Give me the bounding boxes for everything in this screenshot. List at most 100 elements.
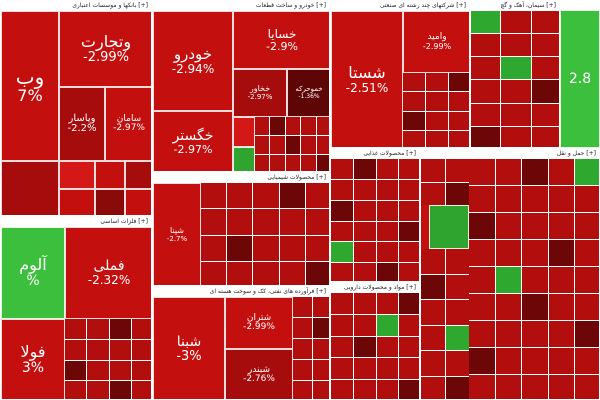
tile-shbandar[interactable]: شبندر -2.76% xyxy=(225,349,293,399)
tr-mini[interactable] xyxy=(421,182,445,205)
pharma-mini[interactable] xyxy=(399,293,419,314)
food-mini[interactable] xyxy=(353,200,376,221)
tile-foolad[interactable]: فولا 3% xyxy=(1,319,65,399)
tr-mini[interactable] xyxy=(495,294,522,320)
pharma-mini[interactable] xyxy=(399,380,419,399)
cement-mini[interactable] xyxy=(501,11,531,34)
pharma-mini[interactable] xyxy=(331,358,353,380)
pharma-mini[interactable] xyxy=(331,293,353,314)
ref-mini[interactable] xyxy=(293,318,312,338)
food-mini[interactable] xyxy=(331,179,353,200)
sector-auto[interactable]: خودرو و ساخت قطعات [+] خودرو -2.94% خسای… xyxy=(152,0,330,172)
sector-chemical[interactable]: محصولات شیمیایی [+] شپنا -2.7% xyxy=(152,172,330,286)
sector-banks[interactable]: بانکها و موسسات اعتباری [+] وب 7% وتجارت… xyxy=(0,0,152,216)
tile-khkhavar[interactable]: خخاور -2.97% xyxy=(233,69,287,117)
metals-mini[interactable] xyxy=(131,360,151,381)
tile-khgostar[interactable]: خگستر -2.97% xyxy=(153,111,233,171)
metals-mini[interactable] xyxy=(109,339,131,360)
ref-mini[interactable] xyxy=(293,339,312,359)
tr-mini[interactable] xyxy=(469,267,495,293)
chem-mini[interactable] xyxy=(305,235,329,261)
tile-bank-d[interactable] xyxy=(125,161,151,189)
tr-mini[interactable] xyxy=(495,186,522,212)
metals-mini[interactable] xyxy=(87,319,109,339)
food-mini[interactable] xyxy=(399,159,419,179)
metals-mini[interactable] xyxy=(65,339,87,360)
tile-bank-g[interactable] xyxy=(125,189,151,215)
tr-mini[interactable] xyxy=(495,348,522,374)
pharma-mini[interactable] xyxy=(376,293,399,314)
ref-mini[interactable] xyxy=(293,297,312,317)
tr-mini[interactable] xyxy=(421,274,445,299)
tile-fmeli[interactable]: فملی -2.32% xyxy=(65,227,151,319)
tile-cement-green[interactable]: 2.8 xyxy=(560,10,600,148)
tile-bank-c[interactable] xyxy=(95,161,125,189)
auto-mini[interactable] xyxy=(270,136,285,154)
metals-mini[interactable] xyxy=(87,381,109,399)
ref-mini[interactable] xyxy=(312,339,329,359)
auto-mini[interactable] xyxy=(255,155,270,171)
tile-khodro[interactable]: خودرو -2.94% xyxy=(153,11,233,111)
food-mini[interactable] xyxy=(353,221,376,242)
tile-transport-green[interactable] xyxy=(429,205,469,249)
tr-mini[interactable] xyxy=(445,249,469,274)
cement-mini[interactable] xyxy=(501,57,531,80)
tr-mini[interactable] xyxy=(421,249,445,274)
tr-mini[interactable] xyxy=(421,351,445,376)
tr-mini[interactable] xyxy=(548,294,575,320)
food-mini[interactable] xyxy=(331,221,353,242)
inv-mini[interactable] xyxy=(449,130,469,147)
tr-mini[interactable] xyxy=(522,321,548,347)
cement-mini[interactable] xyxy=(471,34,501,57)
food-mini[interactable] xyxy=(353,159,376,179)
inv-mini[interactable] xyxy=(449,73,469,92)
tr-mini[interactable] xyxy=(575,321,599,347)
tile-shabna[interactable]: شبنا -3% xyxy=(153,297,225,399)
sector-food[interactable]: محصولات غذایی [+] xyxy=(330,148,420,282)
tile-khsapa[interactable]: خسایا -2.9% xyxy=(233,11,329,69)
pharma-mini[interactable] xyxy=(376,314,399,336)
tile-shasta[interactable]: شستا -2.51% xyxy=(331,11,403,147)
chem-mini[interactable] xyxy=(253,261,279,285)
sector-refinery[interactable]: فرآورده های نفتی، کک و سوخت هسته ای [+] … xyxy=(152,286,330,400)
tile-shetran[interactable]: شتران -2.99% xyxy=(225,297,293,349)
tr-mini[interactable] xyxy=(495,159,522,185)
cement-mini[interactable] xyxy=(471,11,501,34)
chem-mini[interactable] xyxy=(279,209,305,235)
food-mini[interactable] xyxy=(353,242,376,263)
tr-mini[interactable] xyxy=(522,294,548,320)
tile-alum[interactable]: آلوم % xyxy=(1,227,65,319)
sector-metals[interactable]: فلزات اساسی [+] آلوم % فملی -2.32% فولا … xyxy=(0,216,152,400)
tr-mini[interactable] xyxy=(495,267,522,293)
chem-mini[interactable] xyxy=(253,183,279,209)
food-mini[interactable] xyxy=(353,179,376,200)
pharma-mini[interactable] xyxy=(399,314,419,336)
food-mini[interactable] xyxy=(399,200,419,221)
ref-mini[interactable] xyxy=(312,381,329,399)
tr-mini[interactable] xyxy=(495,375,522,399)
auto-mini[interactable] xyxy=(301,155,316,171)
auto-mini[interactable] xyxy=(316,155,329,171)
pharma-mini[interactable] xyxy=(399,358,419,380)
tr-mini[interactable] xyxy=(445,376,469,399)
cement-mini[interactable] xyxy=(531,11,559,34)
food-mini[interactable] xyxy=(331,242,353,263)
tr-mini[interactable] xyxy=(469,375,495,399)
cement-mini[interactable] xyxy=(531,126,559,147)
cement-mini[interactable] xyxy=(531,103,559,126)
chem-mini[interactable] xyxy=(227,209,253,235)
inv-mini[interactable] xyxy=(449,92,469,111)
chem-mini[interactable] xyxy=(305,183,329,209)
tr-mini[interactable] xyxy=(548,159,575,185)
inv-mini[interactable] xyxy=(426,73,448,92)
pharma-mini[interactable] xyxy=(376,336,399,358)
sector-pharma[interactable]: مواد و محصولات دارویی [+] xyxy=(330,282,420,400)
auto-mini[interactable] xyxy=(285,155,301,171)
tr-mini[interactable] xyxy=(575,240,599,266)
tr-mini[interactable] xyxy=(445,325,469,350)
tr-mini[interactable] xyxy=(522,159,548,185)
metals-mini[interactable] xyxy=(65,381,87,399)
tr-mini[interactable] xyxy=(495,321,522,347)
cement-mini[interactable] xyxy=(471,103,501,126)
metals-mini[interactable] xyxy=(131,319,151,339)
